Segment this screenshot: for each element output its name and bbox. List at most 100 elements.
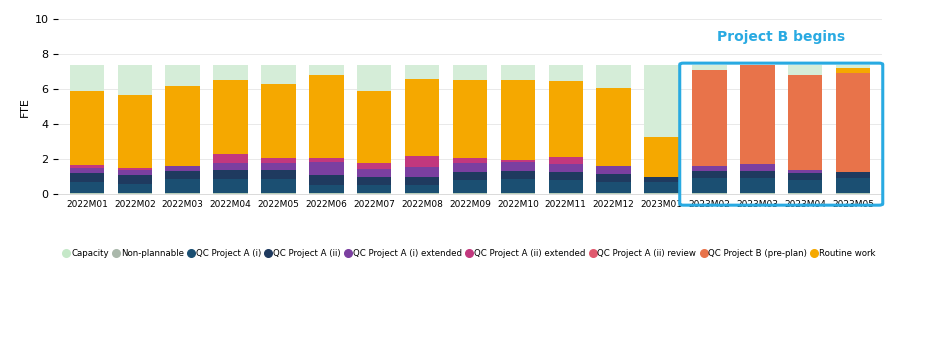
Bar bbox=[261, 158, 296, 163]
Bar bbox=[501, 80, 535, 160]
Bar bbox=[165, 171, 200, 179]
Y-axis label: FTE: FTE bbox=[21, 97, 30, 117]
Bar bbox=[309, 65, 344, 194]
Bar bbox=[501, 65, 535, 194]
Bar bbox=[70, 165, 104, 168]
Bar bbox=[261, 193, 296, 194]
Bar bbox=[453, 172, 487, 180]
Bar bbox=[740, 65, 775, 164]
Bar bbox=[405, 167, 439, 176]
Bar bbox=[740, 193, 775, 194]
Bar bbox=[165, 85, 200, 166]
Bar bbox=[788, 193, 822, 194]
Bar bbox=[501, 193, 535, 194]
Bar bbox=[309, 193, 344, 194]
Bar bbox=[405, 65, 439, 194]
Bar bbox=[549, 65, 583, 194]
Bar bbox=[692, 70, 727, 166]
Bar bbox=[740, 65, 775, 194]
Bar bbox=[644, 177, 679, 182]
Bar bbox=[644, 182, 679, 193]
Bar bbox=[118, 184, 152, 193]
Bar bbox=[261, 65, 296, 194]
Bar bbox=[692, 179, 727, 193]
Bar bbox=[70, 91, 104, 165]
Bar bbox=[213, 179, 248, 193]
Bar bbox=[261, 84, 296, 158]
Bar bbox=[836, 172, 870, 179]
Bar bbox=[213, 80, 248, 154]
Bar bbox=[453, 163, 487, 172]
Bar bbox=[596, 182, 631, 193]
Bar bbox=[165, 193, 200, 194]
Bar bbox=[549, 164, 583, 172]
Bar bbox=[501, 179, 535, 193]
Bar bbox=[453, 180, 487, 193]
Bar bbox=[405, 193, 439, 194]
Bar bbox=[118, 170, 152, 175]
Bar bbox=[740, 179, 775, 193]
Bar bbox=[549, 172, 583, 180]
Bar bbox=[357, 193, 391, 194]
Bar bbox=[453, 80, 487, 158]
Bar bbox=[165, 166, 200, 171]
Bar bbox=[309, 75, 344, 158]
Bar bbox=[405, 185, 439, 193]
Bar bbox=[357, 91, 391, 163]
Bar bbox=[118, 193, 152, 194]
Bar bbox=[261, 171, 296, 179]
Bar bbox=[118, 167, 152, 170]
Bar bbox=[596, 166, 631, 174]
Bar bbox=[309, 158, 344, 162]
Bar bbox=[165, 65, 200, 194]
Bar bbox=[70, 173, 104, 182]
Bar bbox=[118, 175, 152, 184]
Bar bbox=[453, 158, 487, 163]
Bar bbox=[836, 193, 870, 194]
Bar bbox=[836, 73, 870, 172]
Bar bbox=[357, 185, 391, 193]
Bar bbox=[692, 171, 727, 179]
Bar bbox=[788, 180, 822, 193]
Bar bbox=[644, 137, 679, 177]
Bar bbox=[596, 65, 631, 194]
Bar bbox=[549, 180, 583, 193]
Bar bbox=[501, 160, 535, 162]
Bar bbox=[596, 174, 631, 182]
Bar bbox=[261, 179, 296, 193]
Bar bbox=[549, 81, 583, 157]
Bar bbox=[405, 176, 439, 185]
Bar bbox=[453, 65, 487, 194]
Text: Project B begins: Project B begins bbox=[717, 30, 845, 44]
Bar bbox=[788, 173, 822, 180]
Bar bbox=[501, 171, 535, 179]
Bar bbox=[501, 162, 535, 171]
Bar bbox=[788, 170, 822, 173]
Bar bbox=[261, 163, 296, 171]
Bar bbox=[213, 171, 248, 179]
Bar bbox=[70, 168, 104, 173]
Bar bbox=[644, 65, 679, 194]
Bar bbox=[788, 65, 822, 194]
Bar bbox=[213, 65, 248, 194]
Bar bbox=[357, 177, 391, 185]
Bar bbox=[357, 169, 391, 177]
Bar bbox=[596, 88, 631, 166]
Bar bbox=[644, 193, 679, 194]
Bar bbox=[549, 193, 583, 194]
Bar bbox=[836, 67, 870, 73]
Bar bbox=[836, 65, 870, 194]
Bar bbox=[118, 65, 152, 194]
Bar bbox=[213, 154, 248, 163]
Bar bbox=[788, 75, 822, 170]
Bar bbox=[309, 175, 344, 184]
Bar bbox=[309, 162, 344, 175]
Bar bbox=[213, 163, 248, 171]
Bar bbox=[405, 79, 439, 156]
Bar bbox=[692, 65, 727, 194]
Bar bbox=[740, 164, 775, 171]
Bar bbox=[213, 193, 248, 194]
Bar bbox=[70, 182, 104, 193]
Bar bbox=[357, 65, 391, 194]
Bar bbox=[118, 95, 152, 167]
